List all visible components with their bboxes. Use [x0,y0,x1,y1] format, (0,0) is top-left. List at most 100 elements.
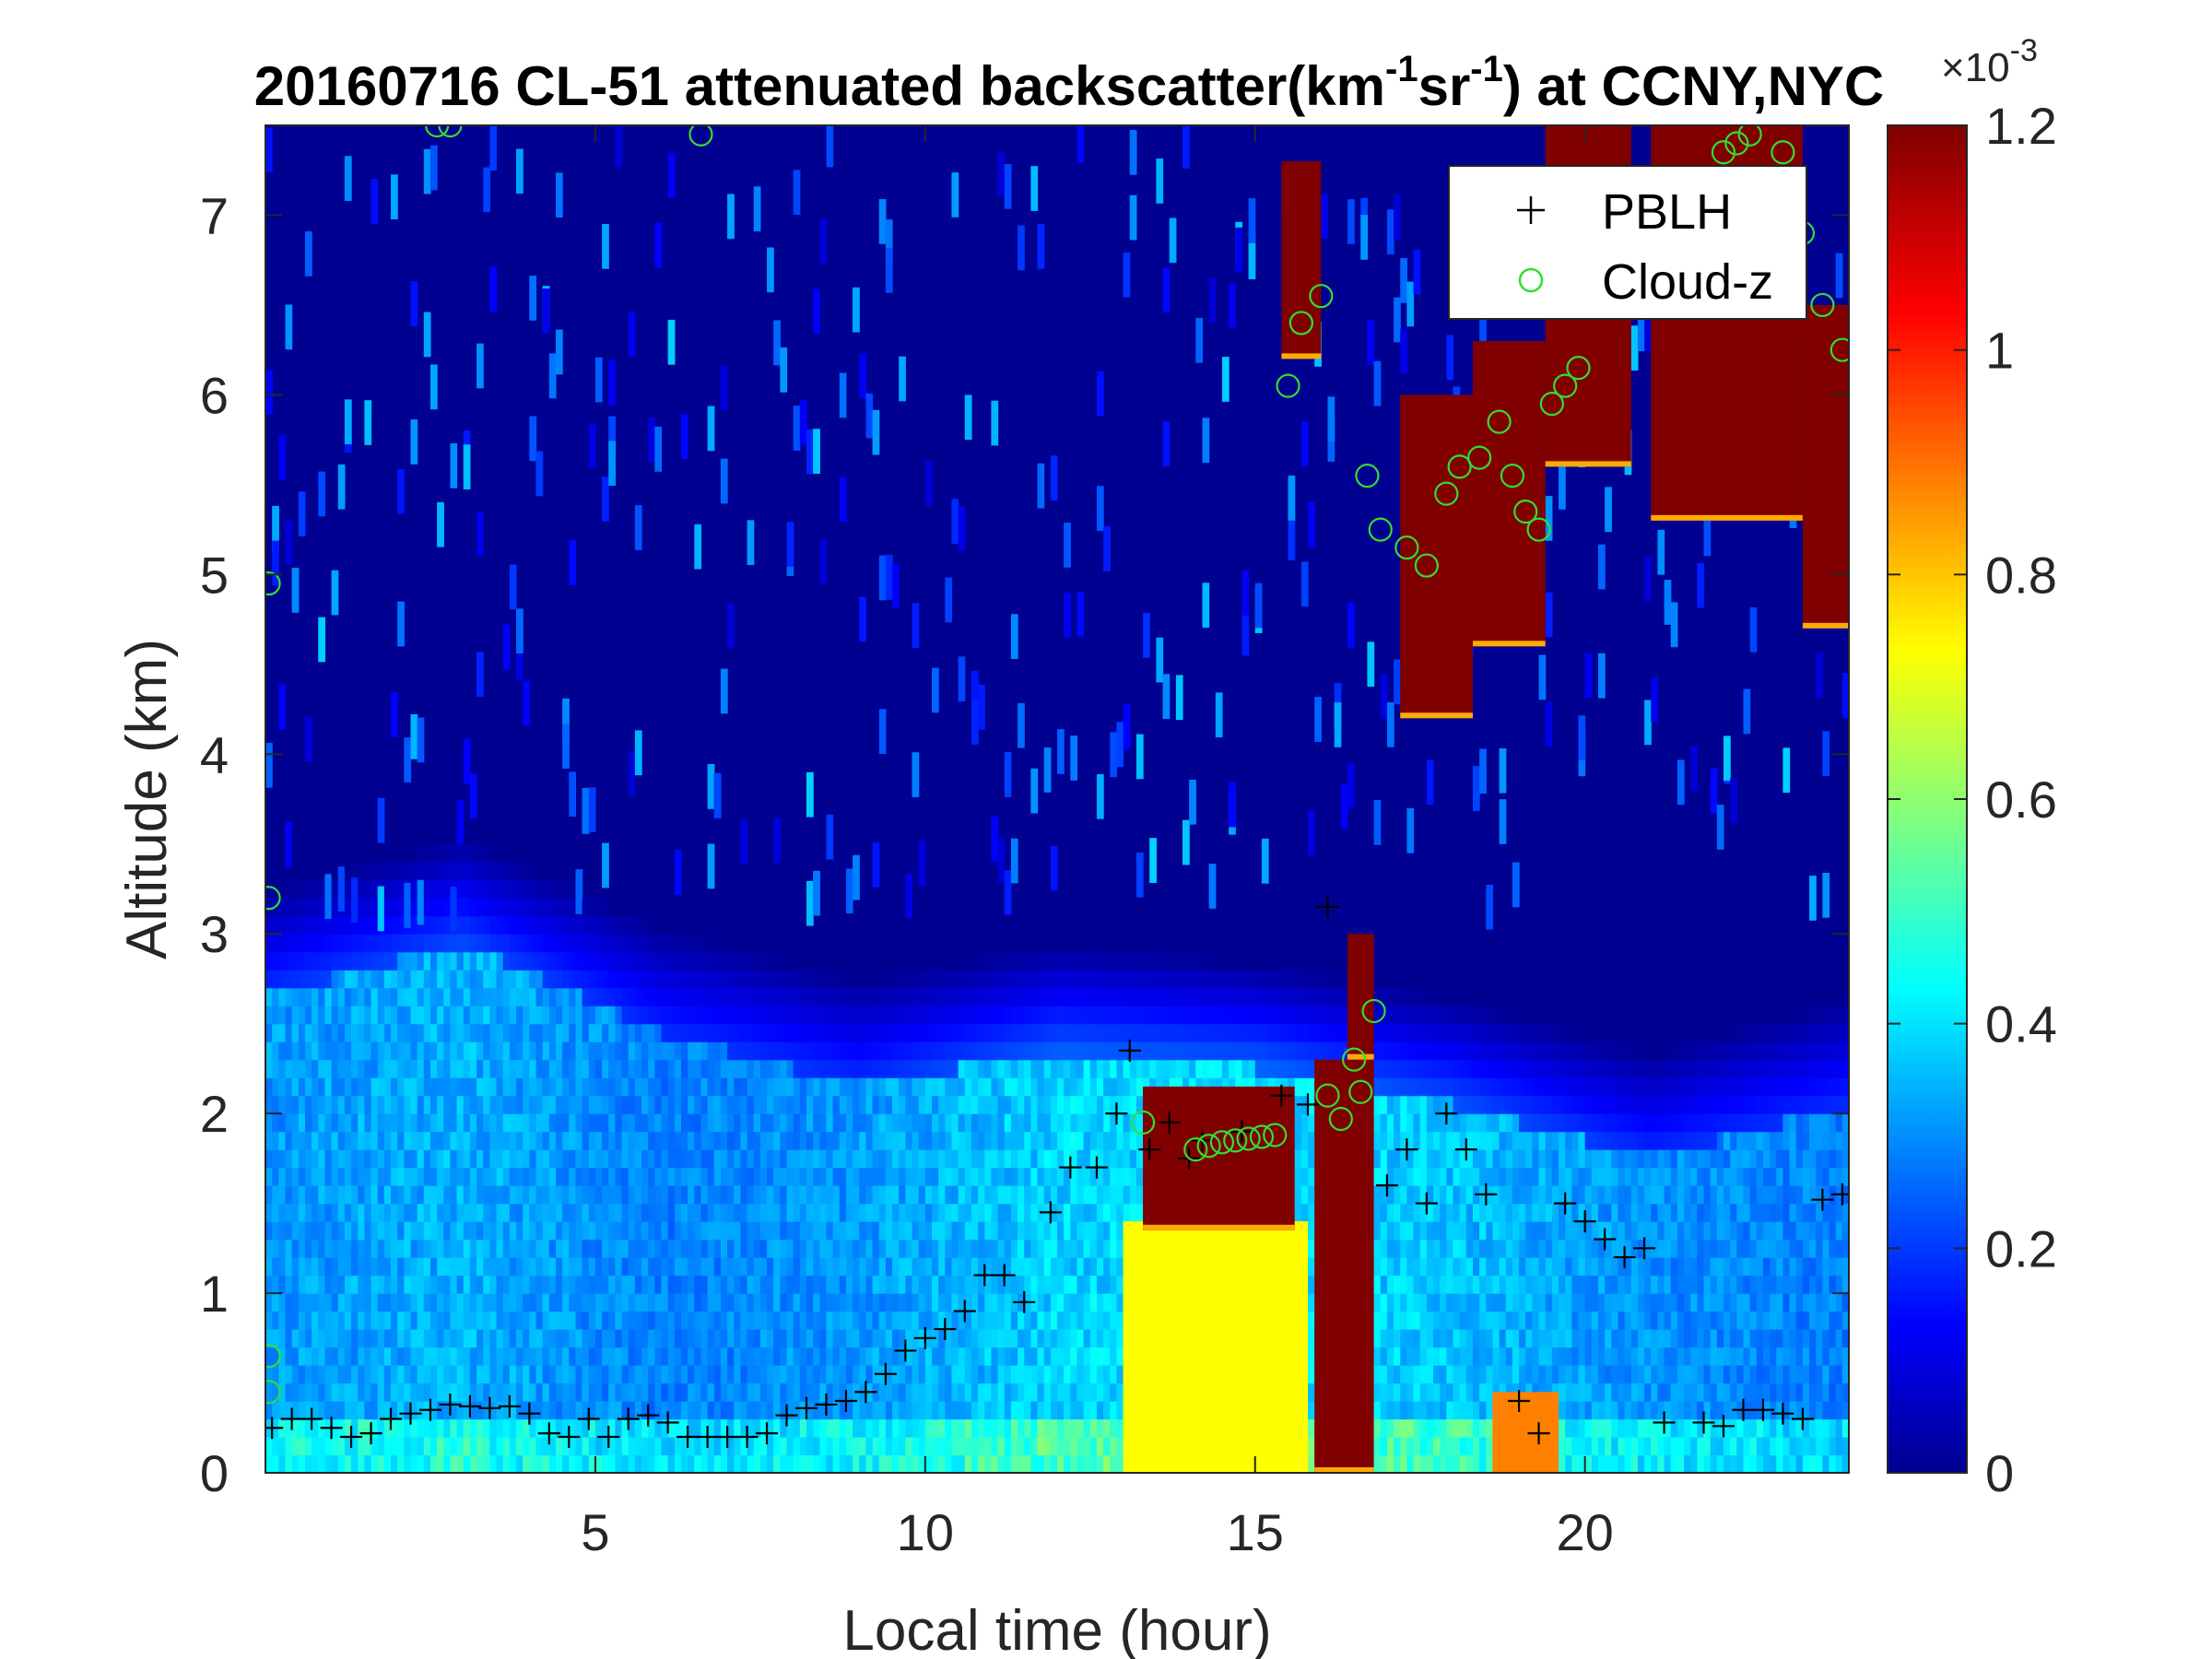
heatmap-cell [872,1077,880,1097]
heatmap-cell [337,1059,346,1078]
heatmap-cell [628,1401,636,1420]
heatmap-cell [688,1347,695,1366]
heatmap-cell [826,1382,834,1402]
heatmap-cell [667,1347,676,1366]
heatmap-cell [700,970,709,989]
heatmap-cell [529,1329,537,1348]
heatmap-cell [391,1293,398,1312]
heatmap-cell [753,1329,761,1348]
heatmap-cell [582,1113,590,1133]
heatmap-cell [1261,987,1269,1006]
heatmap-cell [377,1401,385,1420]
heatmap-cell [443,915,452,935]
heatmap-cell [463,1365,471,1384]
heatmap-cell [509,862,517,881]
heatmap-cell [667,1023,676,1042]
heatmap-cell [1103,1221,1111,1241]
heatmap-cell [463,1059,471,1078]
heatmap-cell [615,1401,623,1420]
heatmap-cell [832,1185,841,1205]
heatmap-cell [437,1113,444,1133]
heatmap-cell [509,1382,517,1402]
heatmap-cell [753,1401,761,1420]
heatmap-cell [429,934,438,953]
heatmap-cell [337,1221,346,1241]
heatmap-cell [1043,1382,1052,1402]
heatmap-cell [1135,1113,1144,1133]
heatmap-cell [337,951,346,971]
heatmap-cell [1083,1167,1091,1186]
heatmap-cell [344,1239,352,1258]
heatmap-cell [918,1131,926,1150]
heatmap-cell [1156,1041,1164,1061]
heatmap-cell [337,1257,346,1277]
heatmap-cell [1215,1041,1223,1061]
heatmap-cell [1103,1454,1111,1473]
heatmap-cell [964,1382,972,1402]
heatmap-cell [899,1077,906,1097]
heatmap-cell [1116,1006,1124,1025]
heatmap-cell [318,1454,326,1473]
heatmap-cell [535,1418,544,1438]
heatmap-cell [819,1059,828,1078]
heatmap-cell [1129,1185,1137,1205]
heatmap-cell [397,1059,405,1078]
heatmap-cell [1057,1041,1065,1061]
heatmap-cell [602,1401,609,1420]
heatmap-cell [1030,1185,1039,1205]
heatmap-cell [1116,1059,1124,1078]
heatmap-cell [529,1023,537,1042]
heatmap-cell [918,1113,926,1133]
heatmap-cell [404,1077,412,1097]
heatmap-cell [358,987,365,1006]
heatmap-cell [1083,1418,1091,1438]
heatmap-cell [1083,1365,1091,1384]
heatmap-cell [1004,1221,1012,1241]
heatmap-cell [265,1131,273,1150]
heatmap-cell [344,915,352,935]
heatmap-cell [853,1329,860,1348]
heatmap-cell [1004,1185,1012,1205]
heatmap-cell [397,843,405,863]
heatmap-cell [945,1113,953,1133]
heatmap-cell [496,862,504,881]
heatmap-cell [1004,1239,1012,1258]
heatmap-cell [945,1347,953,1366]
heatmap-cell [885,1149,893,1169]
heatmap-cell [324,1203,333,1222]
heatmap-cell [397,1401,405,1420]
heatmap-cell [410,1418,418,1438]
heatmap-cell [707,1041,715,1061]
heatmap-cell [951,1454,959,1473]
heatmap-cell [383,1167,392,1186]
heatmap-cell [938,1347,946,1366]
heatmap-cell [1050,1239,1058,1258]
heatmap-cell [1057,1221,1065,1241]
heatmap-cell [569,1382,577,1402]
heatmap-cell [845,1221,853,1241]
heatmap-cell [747,1167,755,1186]
heatmap-cell [331,1293,339,1312]
heatmap-cell [285,1131,293,1150]
heatmap-cell [707,1437,715,1456]
heatmap-cell [312,1293,319,1312]
heatmap-cell [845,1023,853,1042]
heatmap-cell [1096,773,1104,819]
heatmap-cell [1103,1275,1111,1294]
heatmap-cell [694,1293,702,1312]
heatmap-cell [648,1131,655,1150]
heatmap-cell [291,1041,300,1061]
heatmap-cell [410,1059,418,1078]
heatmap-cell [364,1275,372,1294]
heatmap-cell [865,1221,874,1241]
heatmap-cell [1110,1041,1118,1061]
heatmap-cell [443,1185,452,1205]
heatmap-cell [865,1077,874,1097]
heatmap-cell [680,414,688,459]
heatmap-cell [548,987,557,1006]
heatmap-cell [806,1095,814,1114]
heatmap-cell [661,1401,669,1420]
heatmap-cell [351,877,359,923]
heatmap-cell [285,1059,293,1078]
heatmap-cell [945,1329,953,1348]
